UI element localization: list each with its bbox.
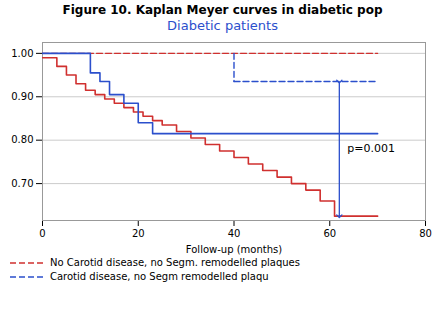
svg-text:20: 20 <box>132 228 145 239</box>
html-text:No Carotid disease, no Segm. r: No Carotid disease, no Segm. remodelled … <box>50 257 300 268</box>
svg-text:60: 60 <box>323 228 336 239</box>
svg-text:0: 0 <box>39 228 45 239</box>
html-text:Diabetic patients: Diabetic patients <box>167 18 278 33</box>
html-text:Carotid disease, no Segm remod: Carotid disease, no Segm remodelled plaq… <box>50 271 269 282</box>
html-text:Figure 10. Kaplan Meyer curves: Figure 10. Kaplan Meyer curves in diabet… <box>62 3 383 17</box>
svg-text:0.80: 0.80 <box>11 134 33 145</box>
svg-text:1.00: 1.00 <box>11 48 33 59</box>
svg-text:0.70: 0.70 <box>11 178 33 189</box>
svg-text:80: 80 <box>419 228 432 239</box>
svg-text:40: 40 <box>228 228 241 239</box>
svg-text:Follow-up (months): Follow-up (months) <box>186 244 282 255</box>
svg-text:p=0.001: p=0.001 <box>347 142 395 155</box>
svg-text:0.90: 0.90 <box>11 91 33 102</box>
